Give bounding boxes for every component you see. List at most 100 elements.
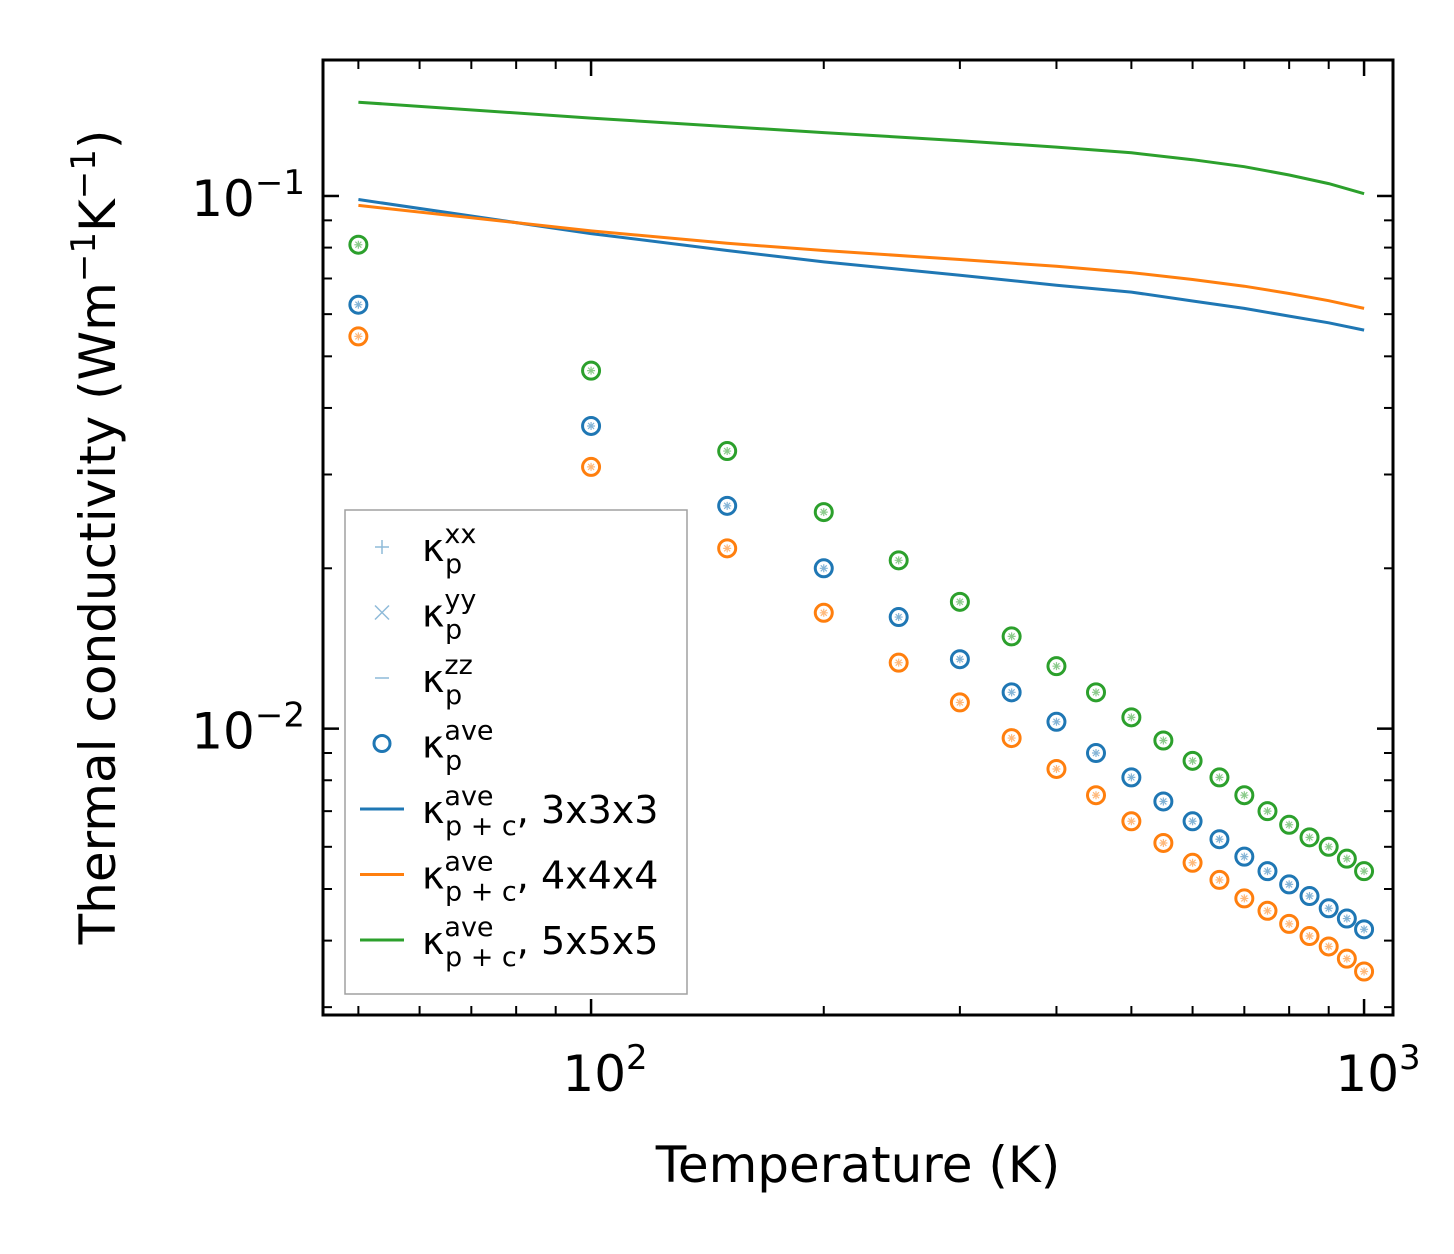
data-point-5x5x5 <box>348 234 369 255</box>
y-tick-base: 10 <box>191 703 255 761</box>
data-point-5x5x5 <box>1182 750 1203 771</box>
point-components <box>1007 688 1016 697</box>
data-point-3x3x3 <box>1153 791 1174 812</box>
data-point-5x5x5 <box>717 441 738 462</box>
data-point-4x4x4 <box>1234 888 1255 909</box>
point-components <box>894 613 903 622</box>
data-point-5x5x5 <box>1299 827 1320 848</box>
point-components <box>1127 773 1136 782</box>
data-point-4x4x4 <box>1336 948 1357 969</box>
point-components <box>1052 717 1061 726</box>
legend-suffix: , 5x5x5 <box>517 919 659 963</box>
data-point-3x3x3 <box>717 495 738 516</box>
point-components <box>1159 736 1168 745</box>
data-point-3x3x3 <box>1318 898 1339 919</box>
point-components <box>1092 749 1100 758</box>
point-components <box>1240 894 1249 903</box>
data-point-3x3x3 <box>1209 829 1230 850</box>
data-point-3x3x3 <box>1299 886 1320 907</box>
data-point-4x4x4 <box>581 456 602 477</box>
data-point-5x5x5 <box>1046 656 1067 677</box>
data-point-5x5x5 <box>1234 785 1255 806</box>
legend-subscript: p + c <box>445 811 517 842</box>
data-point-5x5x5 <box>1279 814 1300 835</box>
point-circle <box>1257 861 1278 882</box>
point-components <box>1240 852 1249 861</box>
point-components <box>1263 867 1272 876</box>
data-point-4x4x4 <box>1279 913 1300 934</box>
point-circle <box>1257 900 1278 921</box>
legend-label: κave p + c, 4x4x4 <box>422 847 658 908</box>
y-tick-label: 10−2 <box>191 696 305 761</box>
point-circle <box>1299 886 1320 907</box>
point-components <box>1188 858 1197 867</box>
point-circle <box>1121 767 1142 788</box>
legend-circle-marker <box>372 734 392 753</box>
point-circle <box>1299 827 1320 848</box>
data-point-3x3x3 <box>1354 919 1375 940</box>
point-components <box>1052 764 1061 773</box>
data-point-4x4x4 <box>1046 758 1067 779</box>
point-circle <box>1209 767 1230 788</box>
point-circle <box>581 456 602 477</box>
point-components <box>1127 713 1136 722</box>
legend-entry-4: κave p + c, 3x3x3 <box>360 781 658 842</box>
legend-kappa: κ <box>422 657 444 701</box>
data-point-4x4x4 <box>1086 785 1107 806</box>
legend-plus-marker <box>375 540 389 554</box>
point-components <box>1342 914 1351 923</box>
point-circle <box>1121 707 1142 728</box>
point-components <box>1285 820 1294 829</box>
data-point-3x3x3 <box>888 607 909 628</box>
point-circle <box>348 326 369 347</box>
data-point-5x5x5 <box>1318 836 1339 857</box>
legend-entry-2: κzz p <box>375 650 473 711</box>
point-circle <box>1182 811 1203 832</box>
point-circle <box>1153 791 1174 812</box>
point-components <box>1342 854 1351 863</box>
legend-cross-marker <box>374 604 390 621</box>
data-point-3x3x3 <box>1121 767 1142 788</box>
point-circle <box>813 558 834 579</box>
data-point-4x4x4 <box>949 692 970 713</box>
point-components <box>1240 791 1249 800</box>
y-tick-label: 10−1 <box>191 163 305 228</box>
legend-subscript: p + c <box>445 942 517 973</box>
data-point-5x5x5 <box>1153 730 1174 751</box>
legend-subscript: p <box>445 746 462 777</box>
point-circle <box>1001 682 1022 703</box>
legend-superscript: ave <box>444 847 493 878</box>
legend-subscript: p <box>445 680 462 711</box>
legend-entry-5: κave p + c, 4x4x4 <box>360 847 658 908</box>
point-circle <box>1279 814 1300 835</box>
legend-superscript: yy <box>444 585 476 616</box>
point-components <box>587 366 596 375</box>
legend-entry-6: κave p + c, 5x5x5 <box>360 912 658 973</box>
legend-superscript: ave <box>444 912 493 943</box>
legend-kappa: κ <box>422 788 444 832</box>
point-circle <box>1354 861 1375 882</box>
point-circle <box>717 538 738 559</box>
legend-label: κave p <box>422 716 494 777</box>
data-point-4x4x4 <box>1209 869 1230 890</box>
point-circle <box>1209 829 1230 850</box>
legend-suffix: , 4x4x4 <box>517 854 659 898</box>
data-point-3x3x3 <box>1046 711 1067 732</box>
y-tick-exponent: −1 <box>255 163 305 203</box>
legend-suffix: , 3x3x3 <box>517 788 659 832</box>
point-components <box>354 240 363 249</box>
point-components <box>894 556 903 565</box>
data-point-5x5x5 <box>581 360 602 381</box>
data-point-3x3x3 <box>1234 846 1255 867</box>
point-circle <box>1182 750 1203 771</box>
data-point-5x5x5 <box>1001 626 1022 647</box>
legend-entry-0: κxx p <box>375 519 476 580</box>
legend-superscript: zz <box>444 650 472 681</box>
point-components <box>723 447 732 456</box>
point-circle <box>949 649 970 670</box>
legend-label: κxx p <box>422 519 476 580</box>
point-circle <box>1153 832 1174 853</box>
point-components <box>1007 632 1016 641</box>
